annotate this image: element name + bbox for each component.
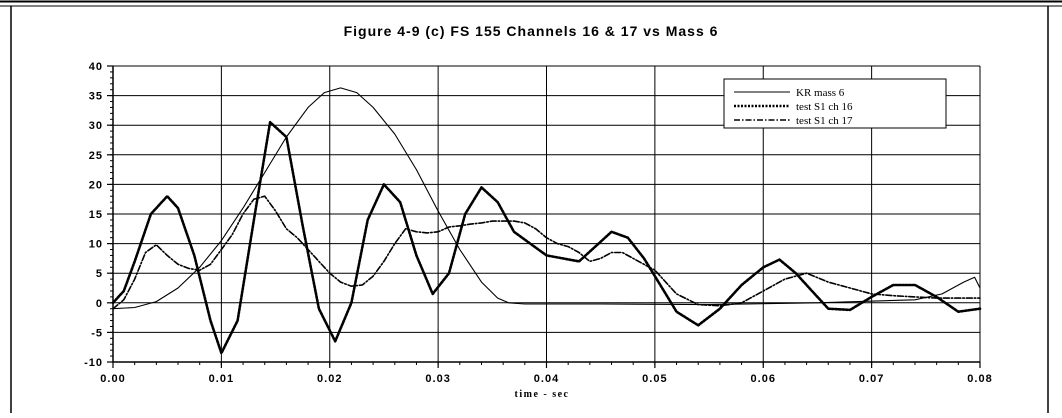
y-tick-label: 40 <box>89 61 103 73</box>
legend-label-test-s1-ch-17: test S1 ch 17 <box>796 115 853 127</box>
y-tick-label: 30 <box>89 120 103 132</box>
x-tick-label: 0.00 <box>100 373 125 385</box>
x-tick-label: 0.07 <box>859 373 884 385</box>
y-tick-label: 5 <box>96 268 103 280</box>
y-tick-label: -5 <box>91 327 103 339</box>
y-tick-label: 0 <box>96 298 103 310</box>
legend-items: KR mass 6 test S1 ch 16 test S1 ch 17 <box>734 87 853 127</box>
series-line-kr-mass-6 <box>112 87 981 310</box>
chart-title: Figure 4-9 (c) FS 155 Channels 16 & 17 v… <box>344 23 719 39</box>
axes-layer <box>107 65 981 368</box>
x-tick-label: 0.05 <box>642 373 667 385</box>
series-line-test-s1-ch-16 <box>111 120 982 355</box>
x-tick-label: 0.04 <box>534 373 559 385</box>
series-line-test-s1-ch-17 <box>112 195 981 310</box>
legend: KR mass 6 test S1 ch 16 test S1 ch 17 <box>723 78 947 129</box>
y-tick-label: 25 <box>89 150 103 162</box>
series-layer <box>111 87 982 355</box>
y-tick-label: 10 <box>89 239 103 251</box>
y-tick-label: 35 <box>89 91 103 103</box>
x-axis-label: time - sec <box>515 389 570 400</box>
x-tick-label: 0.08 <box>967 373 992 385</box>
tick-labels: -10 -5 0 5 10 15 20 25 30 35 40 0.00 0.01 0.02 0.03 0.0… <box>84 61 992 385</box>
x-tick-label: 0.06 <box>751 373 776 385</box>
y-tick-label: 15 <box>89 209 103 221</box>
legend-label-kr-mass-6: KR mass 6 <box>796 87 845 99</box>
legend-label-test-s1-ch-16: test S1 ch 16 <box>796 101 853 113</box>
x-tick-label: 0.03 <box>425 373 450 385</box>
x-tick-label: 0.01 <box>209 373 234 385</box>
y-tick-label: 20 <box>89 179 103 191</box>
x-tick-label: 0.02 <box>317 373 342 385</box>
y-tick-label: -10 <box>84 357 103 369</box>
